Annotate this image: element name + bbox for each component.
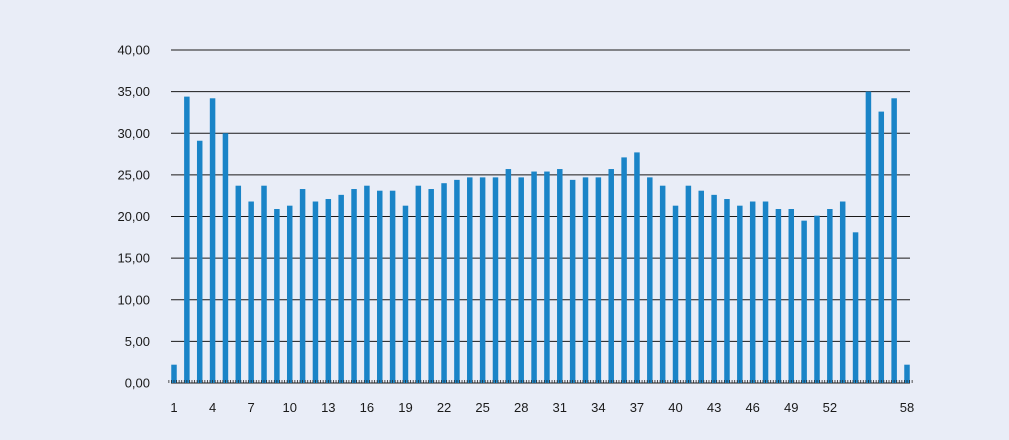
bar bbox=[621, 157, 627, 383]
bar bbox=[557, 169, 563, 383]
bar bbox=[235, 185, 242, 383]
bar bbox=[286, 205, 293, 383]
x-tick-label: 1 bbox=[170, 400, 177, 415]
y-tick-label: 5,00 bbox=[125, 334, 150, 349]
bar bbox=[775, 209, 782, 383]
x-tick-label: 19 bbox=[398, 400, 412, 415]
bar bbox=[479, 177, 486, 383]
y-tick-label: 40,00 bbox=[117, 43, 150, 58]
x-tick-label: 34 bbox=[591, 400, 605, 415]
bar bbox=[415, 185, 422, 383]
bar bbox=[737, 205, 743, 383]
x-tick-label: 40 bbox=[668, 400, 682, 415]
bar bbox=[467, 177, 473, 383]
bar bbox=[505, 169, 512, 383]
bar bbox=[171, 364, 177, 383]
bar bbox=[685, 185, 692, 383]
bar bbox=[377, 190, 383, 383]
x-tick-label: 28 bbox=[514, 400, 528, 415]
bar bbox=[299, 189, 306, 383]
y-tick-label: 15,00 bbox=[117, 251, 150, 266]
bar bbox=[569, 179, 576, 383]
bar bbox=[878, 111, 885, 383]
bar bbox=[891, 98, 897, 383]
x-tick-label: 13 bbox=[321, 400, 335, 415]
x-axis-ticks bbox=[168, 380, 913, 383]
x-tick-label: 52 bbox=[823, 400, 837, 415]
bar bbox=[428, 189, 434, 383]
x-tick-label: 25 bbox=[475, 400, 489, 415]
bar bbox=[518, 177, 524, 383]
bar bbox=[762, 201, 769, 383]
bar bbox=[389, 190, 396, 383]
bar bbox=[248, 201, 254, 383]
x-tick-label: 46 bbox=[745, 400, 759, 415]
y-tick-label: 25,00 bbox=[117, 167, 150, 182]
bar bbox=[492, 177, 499, 383]
bar bbox=[659, 185, 666, 383]
x-axis-labels: 1 4 7 10 13 16 19 22 25 28 31 34 37 40 43 46 49 52 58 bbox=[170, 400, 914, 415]
x-tick-label: 58 bbox=[900, 400, 914, 415]
bar bbox=[274, 209, 280, 383]
bar bbox=[788, 209, 795, 383]
bar bbox=[338, 194, 344, 383]
x-tick-label: 10 bbox=[283, 400, 297, 415]
bar bbox=[312, 201, 319, 383]
bar bbox=[351, 189, 357, 383]
y-axis-labels: 0,00 5,00 10,00 15,00 20,00 25,00 30,00 35,00 40… bbox=[117, 43, 150, 391]
bar bbox=[711, 194, 717, 383]
bar bbox=[222, 133, 229, 383]
bar bbox=[865, 91, 872, 383]
y-tick-label: 30,00 bbox=[117, 126, 150, 141]
bar bbox=[852, 232, 859, 383]
bar bbox=[698, 190, 704, 383]
bar bbox=[441, 183, 447, 383]
bar bbox=[904, 364, 910, 383]
bar bbox=[608, 169, 614, 383]
x-tick-label: 16 bbox=[360, 400, 374, 415]
y-tick-label: 10,00 bbox=[117, 292, 150, 307]
bar bbox=[647, 177, 653, 383]
x-tick-label: 49 bbox=[784, 400, 798, 415]
bar bbox=[634, 152, 640, 383]
x-tick-label: 31 bbox=[553, 400, 567, 415]
gridlines bbox=[171, 49, 910, 384]
bar bbox=[196, 140, 203, 383]
bar bbox=[582, 177, 589, 383]
bar bbox=[402, 205, 409, 383]
y-tick-label: 20,00 bbox=[117, 209, 150, 224]
x-tick-label: 4 bbox=[209, 400, 216, 415]
bar bbox=[827, 209, 833, 383]
x-tick-label: 43 bbox=[707, 400, 721, 415]
y-tick-label: 0,00 bbox=[125, 376, 150, 391]
bar bbox=[531, 171, 537, 383]
bar bbox=[261, 185, 267, 383]
bar bbox=[814, 215, 820, 383]
bar bbox=[672, 205, 679, 383]
bar bbox=[454, 179, 460, 383]
x-tick-label: 7 bbox=[248, 400, 255, 415]
bar bbox=[595, 177, 602, 383]
y-tick-label: 35,00 bbox=[117, 84, 150, 99]
x-tick-label: 37 bbox=[630, 400, 644, 415]
bar bbox=[724, 199, 730, 383]
bar bbox=[325, 199, 332, 383]
bar bbox=[839, 201, 846, 383]
bar bbox=[544, 171, 550, 383]
bars bbox=[171, 91, 910, 384]
bar bbox=[184, 96, 190, 384]
x-tick-label: 22 bbox=[437, 400, 451, 415]
bar bbox=[801, 220, 807, 383]
bar bbox=[364, 185, 370, 383]
bar bbox=[749, 201, 756, 383]
bar bbox=[209, 98, 216, 383]
